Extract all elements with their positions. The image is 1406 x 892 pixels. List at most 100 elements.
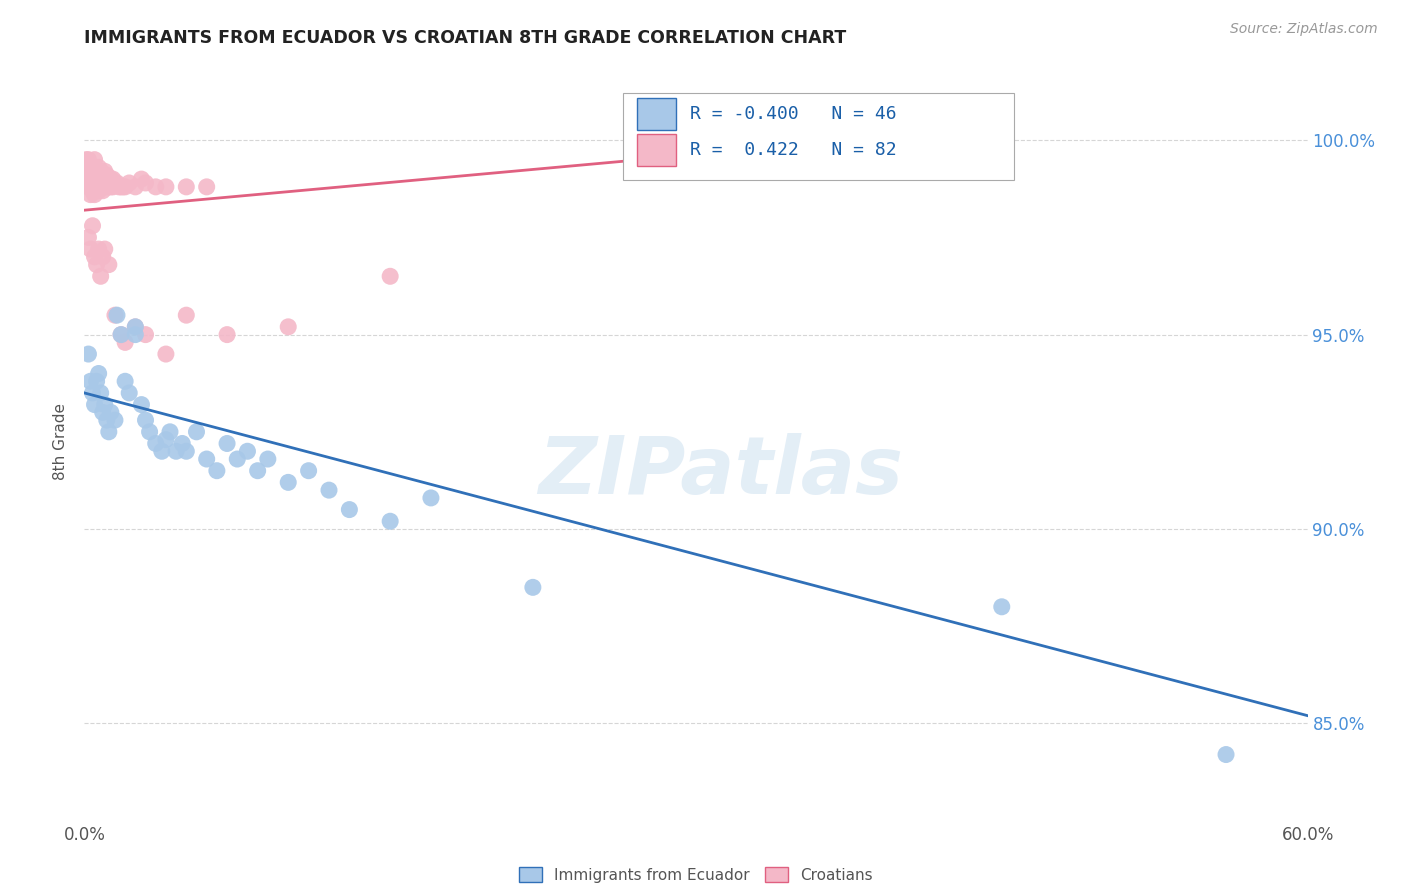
Point (105, 176, 128, 190)
Point (110, 327, 132, 342)
Point (77, 172, 100, 186)
Point (131, 398, 153, 412)
Point (236, 444, 259, 458)
Point (79, 172, 101, 186)
Point (97, 179, 120, 194)
Point (77, 164, 100, 178)
Point (90, 269, 112, 284)
Point (100, 405, 122, 419)
Text: IMMIGRANTS FROM ECUADOR VS CROATIAN 8TH GRADE CORRELATION CHART: IMMIGRANTS FROM ECUADOR VS CROATIAN 8TH … (84, 29, 846, 47)
Point (77, 179, 100, 194)
Point (100, 179, 122, 194)
Point (90, 172, 112, 186)
Point (101, 179, 124, 194)
Point (96, 413, 118, 427)
Point (82, 168, 104, 182)
Point (155, 347, 177, 361)
Point (114, 179, 136, 194)
Point (420, 491, 443, 505)
Point (150, 444, 173, 458)
Point (83, 179, 105, 194)
Point (82, 386, 104, 401)
Point (83, 172, 105, 186)
Point (159, 425, 181, 439)
Point (86, 172, 108, 186)
Point (195, 452, 218, 467)
Point (217, 327, 239, 342)
Point (79, 164, 101, 178)
Point (195, 179, 218, 194)
Point (90, 386, 112, 401)
Point (96, 176, 118, 190)
Point (91, 168, 114, 182)
Point (145, 436, 167, 450)
Point (124, 327, 146, 342)
Point (380, 514, 402, 528)
Point (135, 176, 157, 190)
Point (522, 580, 544, 594)
Point (79, 161, 101, 175)
Point (318, 483, 340, 497)
Point (217, 436, 239, 450)
Point (91, 250, 114, 264)
Y-axis label: 8th Grade: 8th Grade (53, 403, 69, 480)
Point (226, 452, 249, 467)
Point (79, 187, 101, 202)
Point (828, 125, 851, 139)
Point (86, 176, 108, 190)
Point (174, 179, 197, 194)
Point (91, 184, 114, 198)
Point (87, 184, 110, 198)
Point (87, 176, 110, 190)
Point (93, 172, 115, 186)
Point (135, 413, 157, 427)
Point (87, 168, 110, 182)
Point (97, 172, 120, 186)
Point (87, 161, 110, 175)
Point (93, 242, 115, 256)
Point (87, 367, 110, 381)
Point (77, 230, 100, 244)
Point (97, 258, 120, 272)
Point (77, 347, 100, 361)
Point (97, 425, 120, 439)
Point (82, 219, 104, 233)
Point (124, 319, 146, 334)
Point (112, 179, 135, 194)
Point (87, 242, 110, 256)
Point (155, 179, 177, 194)
Point (298, 464, 321, 478)
Point (83, 161, 105, 175)
Point (79, 374, 101, 388)
Point (79, 179, 101, 194)
Point (174, 308, 197, 322)
Point (83, 187, 105, 202)
Point (186, 425, 208, 439)
Point (90, 164, 112, 178)
Point (86, 374, 108, 388)
Point (124, 179, 146, 194)
Point (83, 164, 105, 178)
Point (108, 179, 131, 194)
Point (83, 250, 105, 264)
Point (135, 327, 157, 342)
Point (138, 425, 160, 439)
Point (110, 327, 132, 342)
Point (131, 172, 153, 186)
Point (93, 398, 115, 412)
Point (277, 319, 299, 334)
Point (380, 269, 402, 284)
Point (93, 164, 115, 178)
Point (1215, 747, 1237, 762)
FancyBboxPatch shape (623, 93, 1014, 180)
Point (257, 452, 280, 467)
Point (174, 444, 197, 458)
Point (104, 413, 127, 427)
Point (155, 433, 177, 447)
Point (83, 153, 105, 167)
Point (75, 153, 97, 167)
Point (90, 179, 112, 194)
Point (246, 464, 269, 478)
Point (172, 436, 194, 450)
Point (83, 398, 105, 412)
